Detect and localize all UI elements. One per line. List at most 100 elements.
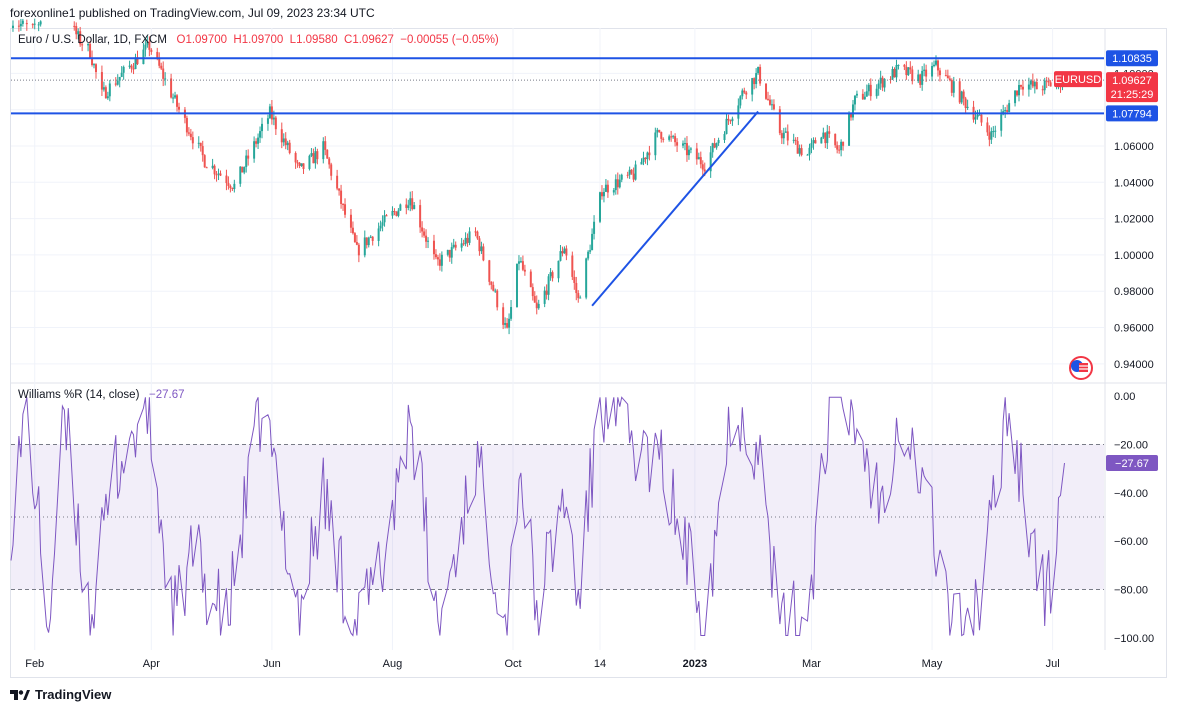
candle-body (156, 51, 159, 58)
candle-body (77, 31, 80, 35)
candle-body (772, 104, 775, 110)
candle-body (593, 221, 596, 234)
footer[interactable]: TradingView (10, 687, 111, 702)
candle-body (936, 60, 939, 71)
candle-body (257, 137, 260, 144)
candle-body (784, 131, 787, 133)
candle-body (282, 138, 285, 143)
candle-body (492, 284, 495, 291)
chart-grid (11, 28, 1166, 650)
candle-body (547, 276, 550, 295)
time-tick-label: Aug (383, 658, 403, 670)
candle-body (474, 231, 477, 233)
candle-body (172, 97, 175, 99)
candle-body (751, 78, 754, 95)
candle-body (577, 293, 580, 299)
level-badge-box (1106, 50, 1158, 67)
candle-body (162, 68, 165, 79)
candle-body (579, 297, 582, 299)
candle-body (727, 118, 730, 121)
candle-body (976, 114, 979, 118)
candle-body (905, 66, 908, 76)
candle-body (723, 134, 726, 140)
candle-body (266, 118, 269, 124)
time-tick-label: Jul (1046, 658, 1060, 670)
candle-body (683, 143, 686, 145)
candle-body (909, 67, 912, 70)
candle-body (247, 155, 250, 159)
candle-body (296, 162, 299, 164)
candle-body (670, 136, 673, 138)
wr-tick-label: −80.00 (1114, 585, 1148, 597)
candle-body (395, 211, 398, 216)
wr-tick-label: −20.00 (1114, 439, 1148, 451)
horizontal-levels (11, 57, 1104, 115)
candle-body (108, 83, 111, 97)
candle-body (573, 276, 576, 283)
candle-body (336, 175, 339, 189)
candle-body (482, 246, 485, 261)
williams-legend: Williams %R (14, close) −27.67 (18, 389, 185, 401)
candle-body (980, 114, 983, 123)
candle-body (861, 93, 864, 100)
candle-body (245, 155, 248, 168)
candle-body (814, 140, 817, 144)
candle-body (770, 104, 773, 106)
candle-body (379, 225, 382, 229)
candle-body (808, 147, 811, 155)
candle-body (591, 233, 594, 251)
chart-frame (10, 28, 1167, 678)
time-tick-label: 2023 (683, 658, 707, 670)
candle-body (1021, 86, 1024, 90)
candle-body (261, 123, 264, 132)
candle-body (725, 118, 728, 135)
candle-body (952, 81, 955, 93)
candle-body (432, 240, 435, 255)
candle-body (745, 92, 748, 95)
eur-usd-flag-icon[interactable] (1069, 356, 1093, 380)
candle-body (853, 95, 856, 105)
candle-body (494, 290, 497, 292)
candle-body (448, 249, 451, 258)
candle-body (255, 141, 258, 144)
candle-body (869, 84, 872, 97)
candle-body (1035, 82, 1038, 90)
candle-body (794, 139, 797, 142)
candle-body (881, 77, 884, 88)
candle-body (768, 99, 771, 105)
candle-body (316, 151, 319, 160)
tradingview-logo-icon (10, 689, 30, 700)
price-tick-label: 1.00000 (1114, 250, 1154, 262)
candle-body (411, 198, 414, 210)
candle-body (796, 141, 799, 154)
candle-body (452, 244, 455, 248)
candle-body (144, 44, 147, 50)
candle-body (543, 290, 546, 304)
candle-body (132, 68, 135, 70)
candle-body (381, 222, 384, 226)
candle-body (855, 93, 858, 96)
candle-body (654, 132, 657, 156)
candle-body (383, 215, 386, 223)
symbol-badge-text: EURUSD (1055, 74, 1102, 86)
candle-body (1043, 80, 1046, 91)
candle-body (713, 143, 716, 148)
price-axes: 0.94000 0.96000 0.98000 1.00000 1.02000 1.040… (1114, 68, 1154, 645)
candle-body (933, 64, 936, 67)
candle-body (39, 21, 42, 25)
candle-body (537, 303, 540, 309)
candle-body (879, 77, 882, 84)
candle-body (466, 237, 469, 243)
candle-body (31, 24, 34, 26)
candle-body (496, 290, 499, 308)
candle-body (990, 131, 993, 140)
legend-open: O1.09700 (176, 34, 228, 46)
candle-body (988, 132, 991, 140)
williams-value: −27.67 (149, 389, 185, 401)
candle-body (19, 23, 22, 27)
candle-body (994, 130, 997, 132)
candle-body (312, 153, 315, 164)
legend-symbol[interactable]: Euro / U.S. Dollar, 1D, FXCM (18, 34, 167, 46)
williams-name[interactable]: Williams %R (14, close) (18, 389, 140, 401)
